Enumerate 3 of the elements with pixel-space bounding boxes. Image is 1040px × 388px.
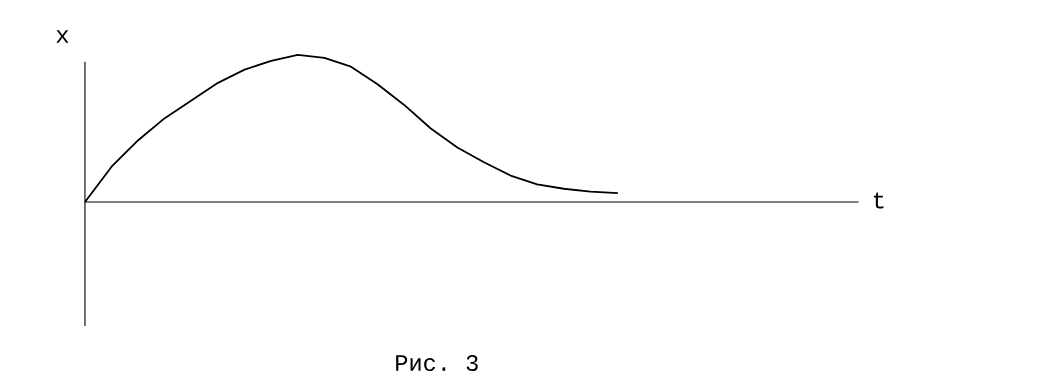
text: t — [873, 192, 884, 209]
y-axis-title: x — [56, 30, 69, 43]
text: Рис. 3 — [396, 355, 478, 372]
